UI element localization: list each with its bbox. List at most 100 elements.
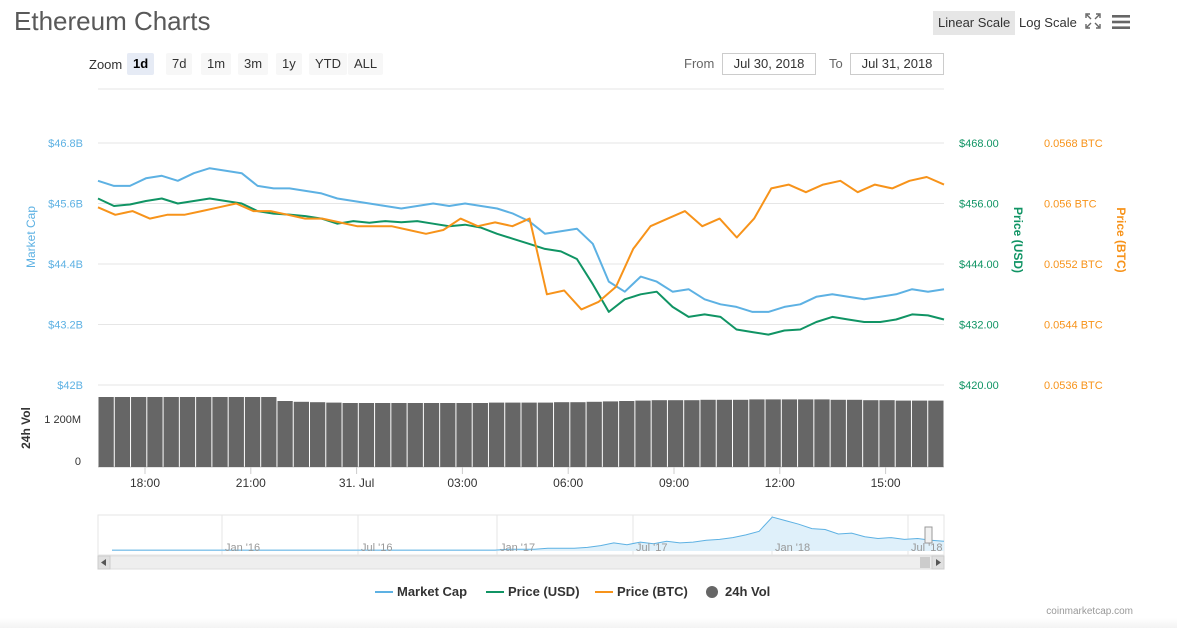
zoom-all-button[interactable]: ALL bbox=[348, 53, 384, 75]
scroll-right-arrow-icon bbox=[936, 559, 941, 566]
volume-bar bbox=[456, 403, 472, 467]
volume-bar bbox=[98, 397, 114, 467]
volume-columns bbox=[98, 397, 944, 467]
volume-bar bbox=[749, 399, 765, 467]
volume-bar bbox=[733, 399, 749, 467]
zoom-3m-button[interactable]: 3m bbox=[238, 53, 269, 75]
volume-bar bbox=[228, 397, 244, 467]
volume-bar bbox=[488, 402, 505, 467]
volume-bar bbox=[879, 400, 895, 467]
series-line-market-cap[interactable] bbox=[97, 167, 945, 313]
volume-bar bbox=[765, 399, 781, 467]
market-cap-axis-title: Market Cap bbox=[24, 206, 38, 268]
price-usd-tick-label: $432.00 bbox=[959, 320, 999, 332]
volume-bar bbox=[619, 401, 635, 467]
series-line-price-usd[interactable] bbox=[97, 197, 945, 336]
series-line-price-btc[interactable] bbox=[97, 176, 945, 311]
volume-bar bbox=[114, 397, 131, 467]
legend-price-usd[interactable]: Price (USD) bbox=[486, 584, 580, 599]
x-tick-label: 03:00 bbox=[447, 476, 477, 490]
price-usd-tick-label: $444.00 bbox=[959, 259, 999, 271]
x-tick-label: 15:00 bbox=[871, 476, 901, 490]
volume-bar bbox=[212, 397, 228, 467]
x-tick-label: 09:00 bbox=[659, 476, 689, 490]
market-cap-tick-label: $43.2B bbox=[48, 320, 83, 332]
market-cap-tick-label: $46.8B bbox=[48, 138, 83, 150]
market-cap-tick-label: $45.6B bbox=[48, 199, 83, 211]
navigator-series bbox=[112, 516, 945, 551]
credit-link[interactable]: coinmarketcap.com bbox=[1046, 606, 1133, 617]
bottom-shadow bbox=[0, 618, 1177, 628]
market-cap-tick-label: $42B bbox=[57, 380, 83, 392]
volume-bar bbox=[163, 397, 179, 467]
volume-bar bbox=[261, 397, 277, 467]
hamburger-menu-icon[interactable] bbox=[1111, 14, 1131, 35]
volume-bar bbox=[716, 399, 732, 467]
volume-bar bbox=[667, 400, 684, 467]
zoom-1y-button[interactable]: 1y bbox=[276, 53, 302, 75]
volume-bar bbox=[781, 399, 798, 467]
x-tick-label: 21:00 bbox=[236, 476, 266, 490]
volume-bar bbox=[277, 401, 293, 467]
legend-market-cap[interactable]: Market Cap bbox=[375, 584, 468, 599]
axis-labels: 18:00 21:00 31. Jul 03:00 06:00 09:00 12:00 15:… bbox=[44, 138, 1102, 490]
from-label: From bbox=[684, 56, 715, 71]
price-usd-tick-label: $456.00 bbox=[959, 199, 999, 211]
volume-bar bbox=[928, 400, 944, 467]
linear-scale-button[interactable]: Linear Scale bbox=[933, 11, 1016, 35]
navigator-handle[interactable] bbox=[924, 526, 933, 544]
volume-bar bbox=[147, 397, 163, 467]
scroll-left-arrow-icon bbox=[101, 559, 106, 566]
volume-bar bbox=[375, 403, 391, 467]
zoom-label: Zoom bbox=[89, 57, 123, 72]
volume-bar bbox=[798, 399, 814, 467]
price-btc-tick-label: 0.0552 BTC bbox=[1044, 259, 1103, 271]
legend-24h-vol[interactable]: 24h Vol bbox=[705, 584, 770, 599]
volume-tick-label: 1 200M bbox=[44, 414, 81, 426]
legend-price-btc[interactable]: Price (BTC) bbox=[595, 584, 688, 599]
zoom-1d-button[interactable]: 1d bbox=[127, 53, 155, 75]
navigator[interactable]: Jan '16 Jul '16 Jan '17 Jul '17 Jan '18 Jul '… bbox=[97, 514, 945, 570]
price-btc-tick-label: 0.0568 BTC bbox=[1044, 138, 1103, 150]
zoom-7d-button[interactable]: 7d bbox=[166, 53, 193, 75]
volume-bar bbox=[635, 400, 651, 467]
price-usd-tick-label: $420.00 bbox=[959, 380, 999, 392]
volume-bar bbox=[196, 397, 212, 467]
volume-axis-title: 24h Vol bbox=[19, 407, 33, 449]
page-title: Ethereum Charts bbox=[14, 6, 211, 36]
zoom-1m-button[interactable]: 1m bbox=[201, 53, 232, 75]
zoom-ytd-button[interactable]: YTD bbox=[309, 53, 347, 75]
volume-bar bbox=[684, 400, 700, 467]
volume-bar bbox=[846, 399, 863, 467]
volume-bar bbox=[570, 402, 586, 467]
navigator-area bbox=[112, 517, 944, 551]
navigator-tick-labels: Jan '16 Jul '16 Jan '17 Jul '17 Jan '18 Jul '… bbox=[225, 542, 942, 554]
navigator-tick-label: Jan '17 bbox=[500, 542, 535, 554]
navigator-scrollbar[interactable] bbox=[97, 555, 945, 570]
navigator-tick-label: Jan '16 bbox=[225, 542, 260, 554]
volume-bar bbox=[358, 403, 375, 467]
log-scale-button[interactable]: Log Scale bbox=[1019, 15, 1077, 30]
volume-bar bbox=[310, 402, 326, 467]
price-btc-tick-label: 0.056 BTC bbox=[1044, 199, 1097, 211]
price-lines[interactable] bbox=[97, 167, 945, 336]
fullscreen-icon[interactable] bbox=[1085, 13, 1101, 34]
volume-bar bbox=[651, 400, 667, 467]
navigator-tick-label: Jul '18 bbox=[911, 542, 942, 554]
x-tick-label: 06:00 bbox=[553, 476, 583, 490]
volume-bar bbox=[895, 400, 911, 467]
price-usd-axis-title: Price (USD) bbox=[1011, 207, 1025, 273]
volume-bar bbox=[342, 403, 358, 467]
volume-bar bbox=[505, 402, 521, 467]
navigator-tick-label: Jan '18 bbox=[775, 542, 810, 554]
volume-bar bbox=[521, 402, 537, 467]
ethereum-chart[interactable]: 18:00 21:00 31. Jul 03:00 06:00 09:00 12:00 15:… bbox=[0, 0, 1177, 580]
volume-bar bbox=[391, 403, 407, 467]
scrollbar-thumb[interactable] bbox=[920, 557, 930, 568]
to-date-input[interactable]: Jul 31, 2018 bbox=[850, 53, 944, 75]
from-date-input[interactable]: Jul 30, 2018 bbox=[722, 53, 816, 75]
price-btc-axis-title: Price (BTC) bbox=[1114, 207, 1128, 272]
navigator-tick-label: Jul '16 bbox=[361, 542, 392, 554]
x-tick-label: 31. Jul bbox=[339, 476, 374, 490]
volume-bar bbox=[863, 400, 879, 467]
